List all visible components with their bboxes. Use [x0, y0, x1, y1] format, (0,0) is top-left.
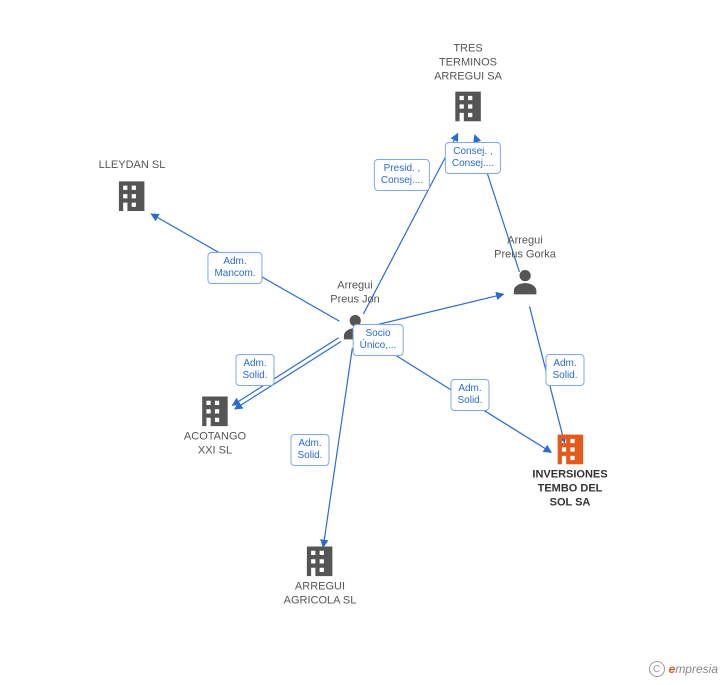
copyright-icon: C — [649, 661, 665, 677]
edge-label[interactable]: Presid. , Consej.... — [374, 159, 430, 191]
node-label: TRES TERMINOS ARREGUI SA — [434, 42, 502, 83]
building-icon — [451, 88, 485, 122]
node-label: ARREGUI AGRICOLA SL — [284, 580, 357, 608]
network-diagram: TRES TERMINOS ARREGUI SA LLEYDAN SL Arregu… — [0, 0, 728, 685]
node-inversiones[interactable]: INVERSIONES TEMBO DEL SOL SA — [532, 430, 607, 509]
building-icon — [303, 542, 337, 576]
edge-label[interactable]: Socio Único,... — [353, 324, 404, 356]
node-label: INVERSIONES TEMBO DEL SOL SA — [532, 468, 607, 509]
node-label: LLEYDAN SL — [99, 159, 166, 173]
brand-name: empresia — [669, 662, 718, 676]
edge-label[interactable]: Adm. Mancom. — [207, 252, 262, 284]
node-label: Arregui Preus Gorka — [494, 234, 556, 262]
node-acotango[interactable]: ACOTANGO XXI SL — [184, 392, 246, 458]
edge-label[interactable]: Adm. Solid. — [290, 434, 329, 466]
edge-label[interactable]: Consej. , Consej.... — [445, 142, 501, 174]
node-label: ACOTANGO XXI SL — [184, 430, 246, 458]
building-icon — [198, 392, 232, 426]
building-icon — [115, 177, 149, 211]
node-tres[interactable]: TRES TERMINOS ARREGUI SA — [434, 42, 502, 121]
person-icon — [510, 266, 540, 296]
node-agricola[interactable]: ARREGUI AGRICOLA SL — [284, 542, 357, 608]
node-label: Arregui Preus Jon — [330, 279, 380, 307]
edge-line — [372, 294, 503, 326]
edge-label[interactable]: Adm. Solid. — [235, 354, 274, 386]
edge-label[interactable]: Adm. Solid. — [450, 379, 489, 411]
watermark: C empresia — [649, 661, 718, 677]
edge-label[interactable]: Adm. Solid. — [545, 354, 584, 386]
node-lleydan[interactable]: LLEYDAN SL — [99, 159, 166, 211]
node-gorka[interactable]: Arregui Preus Gorka — [494, 234, 556, 296]
building-icon — [553, 430, 587, 464]
